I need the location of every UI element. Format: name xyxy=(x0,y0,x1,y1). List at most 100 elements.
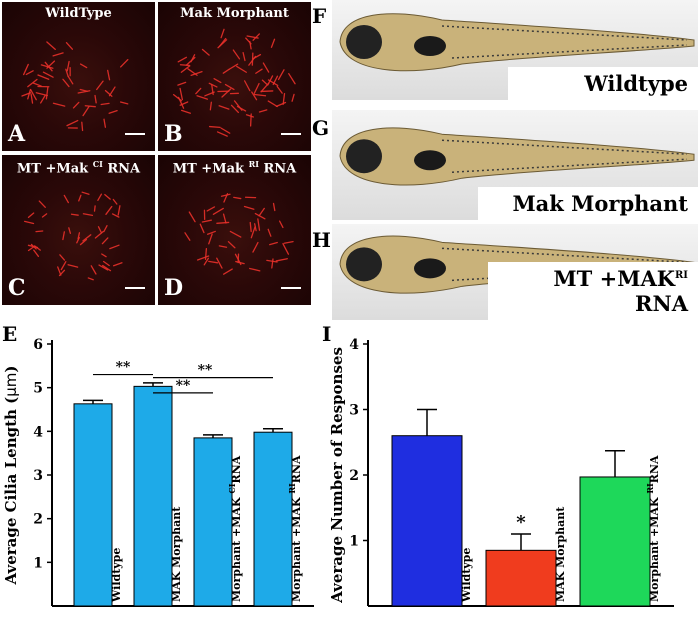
category-label: MAK Morphant xyxy=(170,506,183,602)
cilium xyxy=(197,96,207,99)
cilium xyxy=(219,246,226,247)
bar xyxy=(486,550,556,606)
cilium xyxy=(182,110,191,113)
cilium xyxy=(109,111,117,114)
cilium xyxy=(36,93,47,96)
category-label-part: RNA xyxy=(290,455,303,483)
cilium xyxy=(114,263,122,266)
cilium xyxy=(250,268,260,270)
panel-c-title: MT +Mak CI RNA xyxy=(2,159,155,176)
category-label-part: MAK Morphant xyxy=(170,506,183,602)
cilium xyxy=(219,106,229,109)
panel-g-label: Mak Morphant xyxy=(478,187,698,220)
cilium xyxy=(121,60,128,67)
category-label: Morphant +MAK RIRNA xyxy=(645,455,661,602)
cilium xyxy=(272,259,273,268)
y-tick-label: 5 xyxy=(33,381,43,397)
cilium xyxy=(221,128,230,133)
significance-label: ** xyxy=(198,363,213,379)
cilium xyxy=(223,69,229,73)
cilium xyxy=(218,132,228,136)
cilium xyxy=(230,231,240,237)
cilium xyxy=(234,197,241,198)
panel-h-letter: H xyxy=(312,228,331,252)
y-axis-label: Average Cilia Length (μm) xyxy=(2,365,20,585)
category-label-sup: RI xyxy=(645,483,655,494)
y-axis-label-part: Average Cilia Length ( xyxy=(2,397,20,586)
cilium xyxy=(67,61,69,70)
cilium xyxy=(61,262,66,270)
cilium xyxy=(256,69,262,73)
cilium xyxy=(185,233,190,240)
category-label: Wildtype xyxy=(110,548,123,603)
cilium xyxy=(64,195,68,202)
bar xyxy=(580,477,650,606)
cilium xyxy=(95,232,103,238)
larva-eye xyxy=(346,139,382,173)
category-label-part: Morphant +MAK xyxy=(648,494,661,602)
cilium xyxy=(67,43,73,50)
cilium xyxy=(284,242,293,244)
panel-b-title: Mak Morphant xyxy=(158,6,311,21)
cilium xyxy=(46,87,47,98)
cilium xyxy=(104,119,105,127)
cilium xyxy=(210,102,211,110)
cilium xyxy=(104,226,107,232)
cilium xyxy=(80,89,87,91)
bar xyxy=(254,432,292,606)
panel-f-label: Wildtype xyxy=(508,67,698,100)
category-label-part: Wildtype xyxy=(110,548,123,603)
cilium xyxy=(289,74,295,84)
bar xyxy=(392,436,462,606)
cilium xyxy=(180,65,189,66)
cilium xyxy=(58,267,61,275)
cilium xyxy=(24,64,29,74)
cilium xyxy=(204,258,208,265)
cilium xyxy=(83,214,92,216)
panel-a: WildType A xyxy=(2,2,155,151)
cilium xyxy=(262,80,267,85)
cilium xyxy=(270,243,278,245)
category-label: Morphant +MAK CIRNA xyxy=(227,455,243,602)
cilium xyxy=(63,79,69,86)
larva-swimbladder xyxy=(414,36,446,56)
category-label: Morphant +MAK RIRNA xyxy=(287,455,303,602)
cilium xyxy=(105,195,110,199)
panel-h-label: MT +MAKRI RNA xyxy=(488,262,698,320)
cilium xyxy=(118,206,120,215)
cilium xyxy=(31,94,32,103)
cilium xyxy=(102,238,107,244)
y-tick-label: 3 xyxy=(33,468,43,484)
cilium xyxy=(95,96,96,103)
scale-bar-b xyxy=(281,133,301,135)
category-label-part: Wildtype xyxy=(460,548,473,603)
cilium xyxy=(73,102,78,108)
cilium xyxy=(174,95,182,101)
y-axis-label-unit: μm xyxy=(2,373,20,397)
panel-d: MT +Mak RI RNA D xyxy=(158,155,311,305)
scale-bar-a xyxy=(125,133,145,135)
cilium xyxy=(97,81,103,89)
cilium xyxy=(39,201,45,207)
cilium xyxy=(68,76,73,83)
panel-d-title: MT +Mak RI RNA xyxy=(158,159,311,176)
cilium xyxy=(274,203,275,210)
cilium xyxy=(28,213,33,217)
cilium xyxy=(254,95,265,96)
cilium xyxy=(222,89,231,97)
cilium xyxy=(38,75,49,79)
cilium xyxy=(60,255,65,260)
cilium xyxy=(276,259,287,261)
cilium xyxy=(91,266,96,274)
cilium xyxy=(245,207,254,210)
annotation-label: * xyxy=(516,512,526,533)
cilium xyxy=(110,245,119,248)
bar xyxy=(134,386,172,606)
panel-f-letter: F xyxy=(312,4,326,28)
panel-a-title: WildType xyxy=(2,6,155,21)
significance-label: ** xyxy=(176,378,191,394)
cilium xyxy=(271,39,274,47)
larva-body xyxy=(340,14,694,71)
